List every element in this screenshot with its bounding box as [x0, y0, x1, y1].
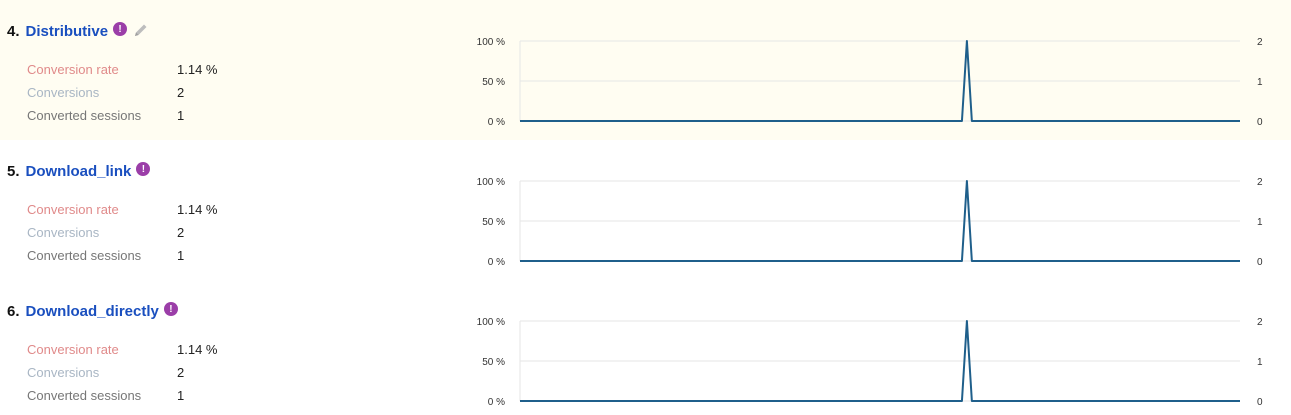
goal-metrics: Conversion rate 1.14 % Conversions 2 Convert…: [27, 198, 217, 267]
conversions-label: Conversions: [27, 225, 100, 240]
converted-sessions-row: Converted sessions 1: [27, 384, 217, 407]
series-line[interactable]: [520, 180, 1240, 262]
goal-number: 4.: [7, 22, 20, 40]
y-left-tick-label: 50 %: [482, 77, 505, 88]
goal-chart: 100 % 2 50 % 1 0 % 0: [440, 24, 1280, 139]
y-right-tick-label: 1: [1257, 77, 1263, 88]
conversions-value: 2: [177, 85, 185, 100]
goal-chart: 100 % 2 50 % 1 0 % 0: [440, 164, 1280, 279]
y-right-tick-label: 0: [1257, 397, 1263, 408]
y-right-tick-label: 1: [1257, 217, 1263, 228]
y-right-tick-label: 0: [1257, 117, 1263, 128]
conversions-row: Conversions 2: [27, 81, 217, 104]
conversions-value: 2: [177, 225, 185, 240]
series-line[interactable]: [520, 320, 1240, 402]
goal-title: 6. Download_directly!: [7, 300, 178, 322]
conversion-rate-row: Conversion rate 1.14 %: [27, 338, 217, 361]
y-right-tick-label: 2: [1257, 37, 1263, 48]
series-line[interactable]: [520, 40, 1240, 122]
y-left-tick-label: 100 %: [477, 317, 505, 328]
goal-name-link[interactable]: Download_directly: [25, 302, 159, 320]
conversions-value: 2: [177, 365, 185, 380]
goal-title: 4. Distributive!: [7, 20, 149, 42]
conversion-rate-label: Conversion rate: [27, 202, 119, 217]
y-right-tick-label: 2: [1257, 317, 1263, 328]
conversions-label: Conversions: [27, 365, 100, 380]
converted-sessions-label: Converted sessions: [27, 248, 142, 263]
conversion-rate-row: Conversion rate 1.14 %: [27, 58, 217, 81]
converted-sessions-row: Converted sessions 1: [27, 244, 217, 267]
exclamation-icon[interactable]: !: [113, 22, 128, 36]
pencil-icon[interactable]: [133, 22, 149, 38]
conversions-row: Conversions 2: [27, 221, 217, 244]
conversion-rate-value: 1.14 %: [177, 342, 218, 357]
y-right-tick-label: 2: [1257, 177, 1263, 188]
converted-sessions-label: Converted sessions: [27, 108, 142, 123]
y-left-tick-label: 50 %: [482, 357, 505, 368]
goal-metrics: Conversion rate 1.14 % Conversions 2 Convert…: [27, 58, 217, 127]
goal-block: 5. Download_link! Conversion rate 1.14 % Con…: [0, 140, 1291, 280]
converted-sessions-label: Converted sessions: [27, 388, 142, 403]
chart-svg: 100 % 2 50 % 1 0 % 0: [477, 37, 1263, 128]
goal-title: 5. Download_link!: [7, 160, 151, 182]
goal-name-link[interactable]: Download_link: [25, 162, 132, 180]
y-right-tick-label: 1: [1257, 357, 1263, 368]
goal-number: 6.: [7, 302, 20, 320]
exclamation-icon[interactable]: !: [136, 162, 151, 176]
y-left-tick-label: 100 %: [477, 177, 505, 188]
conversions-label: Conversions: [27, 85, 100, 100]
conversion-rate-label: Conversion rate: [27, 342, 119, 357]
chart-svg: 100 % 2 50 % 1 0 % 0: [477, 177, 1263, 268]
conversion-rate-row: Conversion rate 1.14 %: [27, 198, 217, 221]
goal-name-link[interactable]: Distributive: [25, 22, 109, 40]
converted-sessions-value: 1: [177, 108, 185, 123]
conversions-row: Conversions 2: [27, 361, 217, 384]
exclamation-icon[interactable]: !: [163, 302, 178, 316]
goal-chart: 100 % 2 50 % 1 0 % 0: [440, 304, 1280, 415]
converted-sessions-value: 1: [177, 248, 185, 263]
y-left-tick-label: 50 %: [482, 217, 505, 228]
goal-block: 6. Download_directly! Conversion rate 1.14 …: [0, 280, 1291, 415]
chart-svg: 100 % 2 50 % 1 0 % 0: [477, 317, 1263, 408]
y-left-tick-label: 0 %: [488, 397, 505, 408]
goal-number: 5.: [7, 162, 20, 180]
converted-sessions-value: 1: [177, 388, 185, 403]
y-left-tick-label: 100 %: [477, 37, 505, 48]
conversion-rate-value: 1.14 %: [177, 202, 218, 217]
conversion-rate-value: 1.14 %: [177, 62, 218, 77]
goal-metrics: Conversion rate 1.14 % Conversions 2 Convert…: [27, 338, 217, 407]
conversion-rate-label: Conversion rate: [27, 62, 119, 77]
goal-block: 4. Distributive! Conversion rate 1.14 % Conv…: [0, 0, 1291, 140]
y-left-tick-label: 0 %: [488, 257, 505, 268]
y-left-tick-label: 0 %: [488, 117, 505, 128]
y-right-tick-label: 0: [1257, 257, 1263, 268]
converted-sessions-row: Converted sessions 1: [27, 104, 217, 127]
